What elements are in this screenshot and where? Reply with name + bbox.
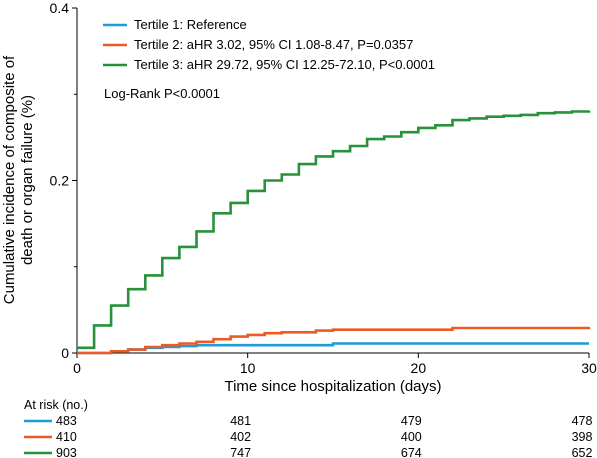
risk-value: 674 [401,446,422,458]
risk-value: 402 [230,430,251,444]
x-tick-label: 20 [411,360,427,376]
risk-value: 483 [56,414,77,428]
log-rank-annotation: Log-Rank P<0.0001 [104,86,220,101]
x-tick-label: 30 [581,360,597,376]
y-tick-label: 0.4 [50,0,70,16]
risk-table-title: At risk (no.) [24,398,88,412]
risk-value: 478 [572,414,593,428]
y-axis-title-line-1: Cumulative incidence of composite of [1,55,18,304]
series-layer [77,110,591,355]
risk-value: 410 [56,430,77,444]
y-ticks: 0 0.2 0.4 [50,0,77,361]
x-ticks: 0 10 20 30 [73,353,597,376]
series-line-tertile-2 [77,326,591,355]
risk-value: 400 [401,430,422,444]
legend: Tertile 1: Reference Tertile 2: aHR 3.02… [103,17,435,72]
y-tick-label: 0.2 [50,173,70,189]
risk-table: 483 481 479 478 410 402 400 398 903 747 674 652 [24,414,592,458]
y-axis-title-line-2: death or organ failure (%) [19,95,36,265]
risk-value: 481 [230,414,251,428]
x-tick-label: 10 [240,360,256,376]
legend-label-tertile-1: Tertile 1: Reference [134,17,247,32]
risk-value: 398 [572,430,593,444]
y-tick-label: 0 [61,345,69,361]
risk-value: 903 [56,446,77,458]
x-tick-label: 0 [73,360,81,376]
risk-value: 479 [401,414,422,428]
legend-label-tertile-2: Tertile 2: aHR 3.02, 95% CI 1.08-8.47, P… [134,37,413,52]
series-line-tertile-3 [77,110,591,350]
x-axis-title: Time since hospitalization (days) [224,378,441,395]
risk-value: 652 [572,446,593,458]
risk-value: 747 [230,446,251,458]
legend-label-tertile-3: Tertile 3: aHR 29.72, 95% CI 12.25-72.10… [134,57,435,72]
